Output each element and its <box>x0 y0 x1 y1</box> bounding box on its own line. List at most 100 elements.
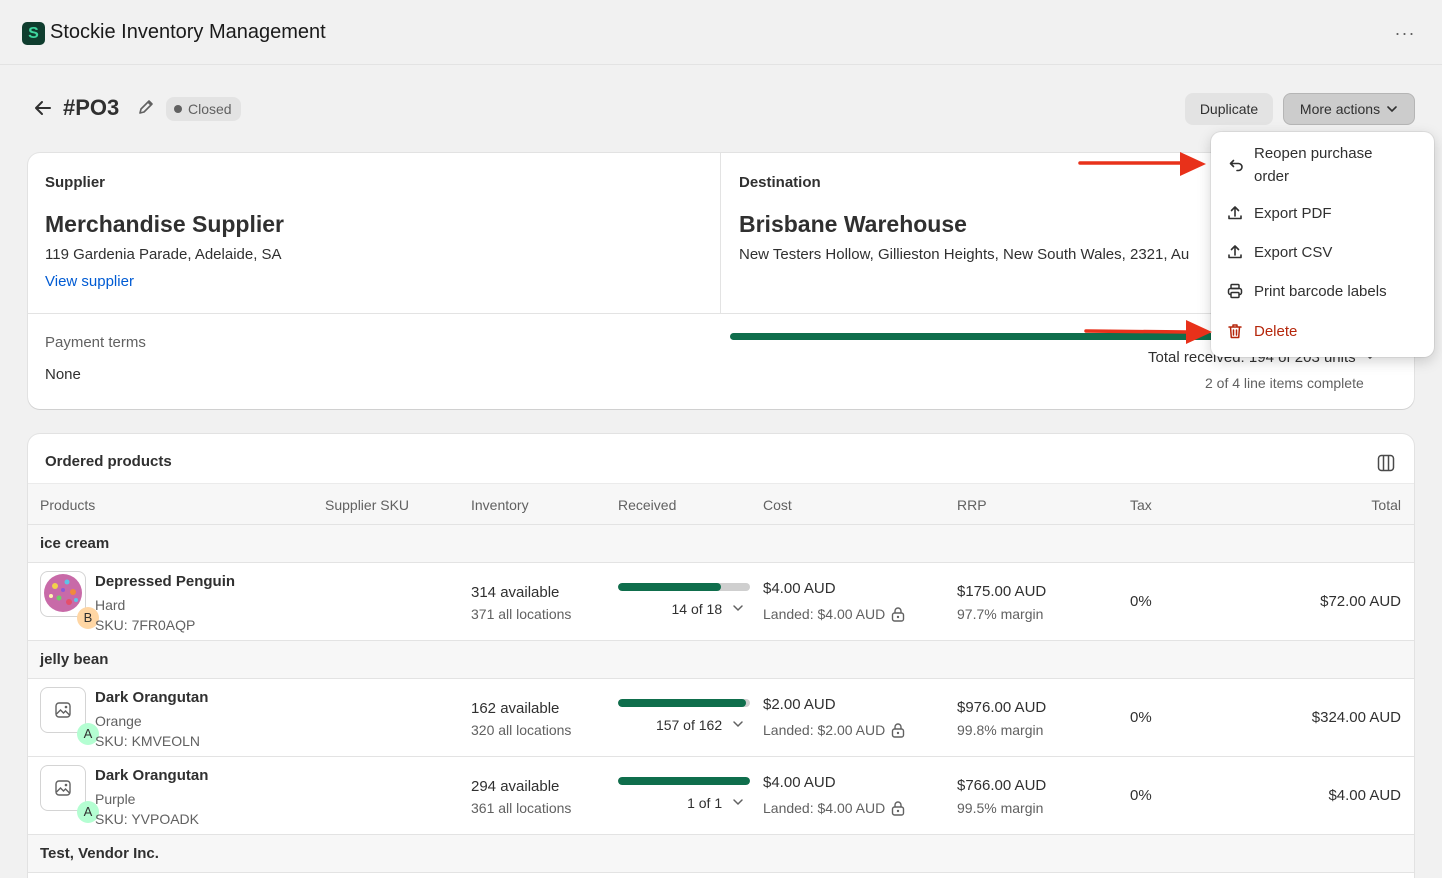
menu-item-print-barcode-labels[interactable]: Print barcode labels <box>1211 280 1434 303</box>
more-actions-button[interactable]: More actions <box>1283 93 1415 125</box>
rrp-value[interactable]: $175.00 AUD <box>957 583 1047 600</box>
chevron-down-icon <box>733 605 743 612</box>
table-header: Products Supplier SKU Inventory Received… <box>28 483 1414 525</box>
inventory-all-locations: 371 all locations <box>471 606 572 622</box>
ordered-products-card: Ordered products Products Supplier SKU I… <box>28 434 1414 878</box>
divider <box>720 153 721 313</box>
rrp-value[interactable]: $976.00 AUD <box>957 699 1047 716</box>
lock-icon <box>892 723 905 738</box>
product-thumbnail: A <box>40 765 99 823</box>
tax-value[interactable]: 0% <box>1130 709 1152 726</box>
app-title: Stockie Inventory Management <box>50 21 326 43</box>
menu-item-export-csv[interactable]: Export CSV <box>1211 241 1434 264</box>
column-header-received[interactable]: Received <box>618 497 677 513</box>
columns-button[interactable] <box>1376 453 1396 473</box>
receiving-progress-bar <box>730 333 1250 340</box>
received-progress-bar <box>618 583 750 591</box>
printer-icon <box>1227 283 1243 299</box>
menu-item-label: Reopen purchase <box>1254 145 1373 162</box>
table-row[interactable]: A Dark Orangutan Purple SKU: YVPOADK 294… <box>28 757 1414 835</box>
columns-icon <box>1377 454 1395 472</box>
table-row[interactable]: A Dark Orangutan Orange SKU: KMVEOLN 162… <box>28 679 1414 757</box>
chevron-down-icon <box>733 799 743 806</box>
landed-cost: Landed: $4.00 AUD <box>763 606 905 622</box>
more-actions-menu: Reopen purchase order Export PDF Export … <box>1211 132 1434 357</box>
received-count: 157 of 162 <box>655 717 723 733</box>
upload-icon <box>1228 206 1242 220</box>
menu-item-reopen[interactable]: Reopen purchase order <box>1211 142 1434 190</box>
group-label: jelly bean <box>40 651 109 668</box>
column-header-products[interactable]: Products <box>40 497 96 513</box>
supplier-name: Merchandise Supplier <box>45 211 285 237</box>
column-header-cost[interactable]: Cost <box>763 497 792 513</box>
duplicate-button[interactable]: Duplicate <box>1185 93 1273 125</box>
table-row[interactable]: B Depressed Penguin Hard SKU: 7FR0AQP 31… <box>28 563 1414 641</box>
product-variant: Orange <box>95 713 142 729</box>
ordered-products-heading: Ordered products <box>45 453 172 470</box>
cost-value[interactable]: $4.00 AUD <box>763 774 836 791</box>
received-progress-bar <box>618 699 750 707</box>
line-total: $324.00 AUD <box>1311 709 1401 726</box>
menu-item-export-pdf[interactable]: Export PDF <box>1211 202 1434 225</box>
product-thumbnail: A <box>40 687 99 745</box>
destination-address: New Testers Hollow, Gillieston Heights, … <box>739 246 1190 263</box>
product-name[interactable]: Dark Orangutan <box>95 767 209 784</box>
product-variant: Hard <box>95 597 126 613</box>
product-variant: Purple <box>95 791 136 807</box>
back-button[interactable] <box>32 97 54 119</box>
annotation-arrow-icon <box>1084 320 1212 344</box>
cost-value[interactable]: $2.00 AUD <box>763 696 836 713</box>
rrp-margin: 99.5% margin <box>957 800 1044 816</box>
column-header-tax[interactable]: Tax <box>1130 497 1152 513</box>
pencil-icon <box>139 100 153 114</box>
menu-item-label: Export PDF <box>1254 205 1332 222</box>
product-image <box>44 574 82 612</box>
received-progress-bar <box>618 777 750 785</box>
app-menu-button[interactable]: ··· <box>1394 23 1416 43</box>
destination-name: Brisbane Warehouse <box>739 211 967 237</box>
view-supplier-link[interactable]: View supplier <box>45 273 134 290</box>
rrp-margin: 97.7% margin <box>957 606 1044 622</box>
received-toggle[interactable]: 14 of 18 <box>618 601 744 617</box>
more-actions-label: More actions <box>1299 101 1381 117</box>
product-name[interactable]: Dark Orangutan <box>95 689 209 706</box>
inventory-available: 162 available <box>471 700 560 717</box>
line-items-complete: 2 of 4 line items complete <box>1205 375 1364 391</box>
cost-value[interactable]: $4.00 AUD <box>763 580 836 597</box>
column-header-rrp[interactable]: RRP <box>957 497 987 513</box>
back-arrow-icon <box>35 101 51 115</box>
received-progress-fill <box>618 583 721 591</box>
product-name[interactable]: Depressed Penguin <box>95 573 236 590</box>
inventory-all-locations: 320 all locations <box>471 722 572 738</box>
column-header-total[interactable]: Total <box>1371 497 1401 513</box>
product-sku: SKU: 7FR0AQP <box>95 617 196 633</box>
product-sku: SKU: KMVEOLN <box>95 733 201 749</box>
menu-item-label: Print barcode labels <box>1254 283 1387 300</box>
tax-value[interactable]: 0% <box>1130 787 1152 804</box>
inventory-available: 314 available <box>471 584 560 601</box>
product-group-row: Test, Vendor Inc. <box>28 835 1414 873</box>
received-toggle[interactable]: 1 of 1 <box>618 795 744 811</box>
column-header-inventory[interactable]: Inventory <box>471 497 529 513</box>
trash-icon <box>1228 324 1242 339</box>
destination-heading: Destination <box>739 174 821 191</box>
column-header-supplier-sku[interactable]: Supplier SKU <box>325 497 410 513</box>
line-total: $72.00 AUD <box>1320 593 1401 610</box>
line-total: $4.00 AUD <box>1328 787 1401 804</box>
tax-value[interactable]: 0% <box>1130 593 1152 610</box>
received-progress-fill <box>618 699 747 707</box>
rrp-value[interactable]: $766.00 AUD <box>957 777 1047 794</box>
received-progress-fill <box>618 777 750 785</box>
inventory-available: 294 available <box>471 778 560 795</box>
chevron-down-icon <box>1387 106 1397 113</box>
received-count: 1 of 1 <box>687 795 723 811</box>
menu-item-delete[interactable]: Delete <box>1211 320 1434 343</box>
group-label: ice cream <box>40 535 110 552</box>
product-sku: SKU: YVPOADK <box>95 811 200 827</box>
edit-title-button[interactable] <box>137 98 155 116</box>
landed-cost-text: Landed: $4.00 AUD <box>763 606 886 622</box>
received-toggle[interactable]: 157 of 162 <box>618 717 744 733</box>
supplier-heading: Supplier <box>45 174 106 191</box>
supplier-address: 119 Gardenia Parade, Adelaide, SA <box>45 246 282 263</box>
menu-item-label: Delete <box>1254 323 1298 340</box>
